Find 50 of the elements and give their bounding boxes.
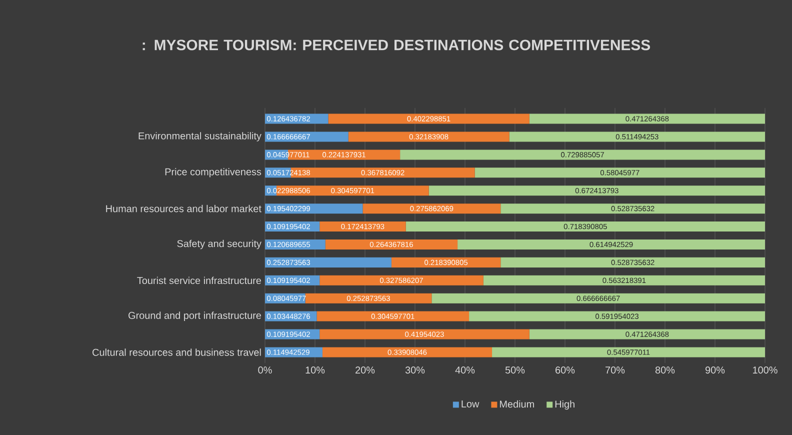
bar — [529, 114, 766, 124]
bar — [265, 257, 392, 268]
y-tick-label: Ground and port infrastructure — [128, 312, 262, 321]
bar — [320, 222, 406, 232]
legend-label: Medium — [500, 400, 534, 408]
x-tick-label: 20% — [356, 366, 375, 374]
chart-title: : MYSORE TOURISM: PERCEIVED DESTINATIONS COMPETITIVENESS — [142, 40, 650, 50]
bar — [265, 204, 363, 214]
x-tick-label: 60% — [556, 366, 575, 374]
bar — [325, 239, 458, 250]
bar — [529, 329, 766, 340]
bar — [458, 239, 766, 250]
bar — [320, 329, 530, 340]
bar — [328, 114, 530, 124]
bar — [474, 168, 766, 178]
bar — [509, 132, 766, 142]
bar — [305, 293, 432, 304]
bar — [265, 132, 348, 142]
bar — [469, 311, 766, 322]
legend-label: Low — [462, 400, 480, 408]
x-tick-label: 30% — [405, 366, 425, 374]
y-tick-label: Safety and security — [177, 240, 262, 250]
x-tick-label: 10% — [306, 366, 325, 374]
y-tick-label: Environmental sustainability — [138, 132, 262, 142]
x-tick-label: 40% — [455, 366, 475, 374]
x-tick-label: 90% — [706, 366, 725, 374]
bar — [428, 186, 766, 196]
bar — [400, 150, 766, 160]
bar — [432, 293, 766, 304]
x-tick-label: 0% — [258, 366, 272, 374]
x-tick-label: 80% — [655, 366, 675, 374]
x-tick-label: 70% — [606, 366, 625, 374]
x-tick-label: 50% — [505, 366, 525, 374]
bar — [362, 204, 501, 214]
bar — [500, 204, 766, 214]
bar — [348, 132, 510, 142]
bar — [483, 275, 766, 286]
x-tick-label: 100% — [753, 366, 778, 374]
bar — [406, 222, 766, 232]
bar — [391, 257, 501, 268]
bar — [316, 311, 470, 322]
y-tick-label: Cultural resources and business travel — [92, 348, 261, 356]
bar — [322, 347, 492, 358]
y-tick-label: Tourist service infrastructure — [137, 276, 262, 284]
bar — [320, 275, 484, 286]
legend-label: High — [555, 400, 574, 410]
y-tick-label: Price competitiveness — [165, 168, 262, 178]
y-tick-label: Human resources and labor market — [106, 204, 262, 212]
bar — [492, 347, 766, 358]
bar — [500, 257, 766, 268]
